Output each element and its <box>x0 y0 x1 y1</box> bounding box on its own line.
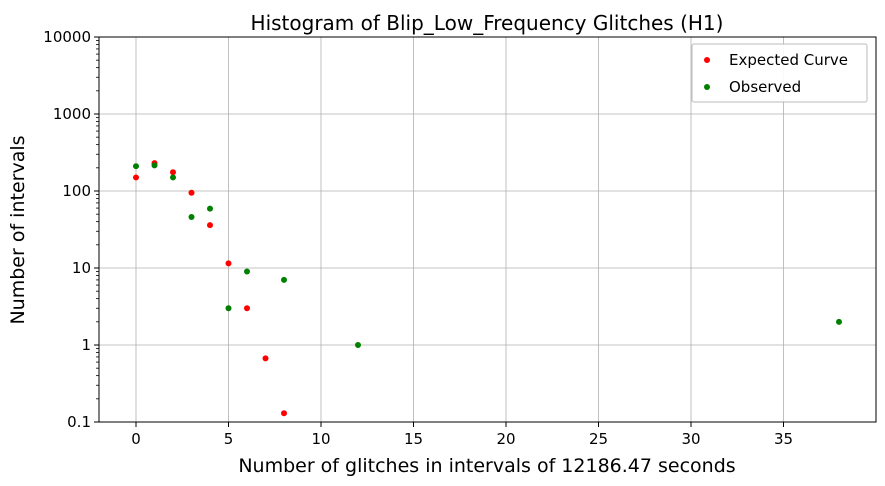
point-observed <box>151 162 158 169</box>
point-expected-curve <box>281 410 287 417</box>
legend-marker-observed <box>704 84 710 90</box>
point-observed <box>836 318 842 325</box>
y-tick-label: 10 <box>72 259 91 277</box>
point-expected-curve <box>133 174 139 181</box>
legend-label-observed: Observed <box>729 78 801 96</box>
x-tick-label: 5 <box>224 430 234 448</box>
point-observed <box>133 163 139 170</box>
x-axis-label: Number of glitches in intervals of 12186… <box>238 455 735 477</box>
point-expected-curve <box>170 169 176 176</box>
x-tick-label: 0 <box>131 430 141 448</box>
axis-ticks: 0 5 10 15 20 25 30 35 0.1 1 10 100 1000 10000 <box>43 28 793 448</box>
point-observed <box>170 174 176 181</box>
y-tick-label: 1 <box>81 336 91 354</box>
point-expected-curve <box>207 222 213 229</box>
x-tick-label: 15 <box>404 430 423 448</box>
y-axis-label: Number of intervals <box>7 135 29 324</box>
x-tick-label: 35 <box>774 430 793 448</box>
point-observed <box>281 276 287 283</box>
point-observed <box>244 268 250 275</box>
x-tick-label: 30 <box>681 430 700 448</box>
point-observed <box>188 213 195 220</box>
point-observed <box>207 205 213 212</box>
legend: Expected Curve Observed <box>691 43 868 103</box>
chart-title: Histogram of Blip_Low_Frequency Glitches… <box>251 11 724 35</box>
point-expected-curve <box>262 355 269 362</box>
legend-marker-expected <box>704 57 710 63</box>
y-tick-label: 1000 <box>53 105 91 123</box>
data-points <box>133 160 842 417</box>
x-tick-label: 10 <box>311 430 330 448</box>
legend-label-expected: Expected Curve <box>729 51 848 69</box>
legend-box <box>691 43 868 103</box>
point-observed <box>355 342 361 348</box>
point-expected-curve <box>244 305 250 312</box>
plot-frame <box>98 36 877 423</box>
x-tick-label: 20 <box>496 430 515 448</box>
y-tick-label: 10000 <box>43 28 91 46</box>
point-expected-curve <box>188 189 195 196</box>
y-tick-label: 100 <box>62 182 91 200</box>
x-tick-label: 25 <box>589 430 608 448</box>
y-tick-label: 0.1 <box>67 413 91 431</box>
point-expected-curve <box>225 260 232 267</box>
point-observed <box>225 305 232 312</box>
